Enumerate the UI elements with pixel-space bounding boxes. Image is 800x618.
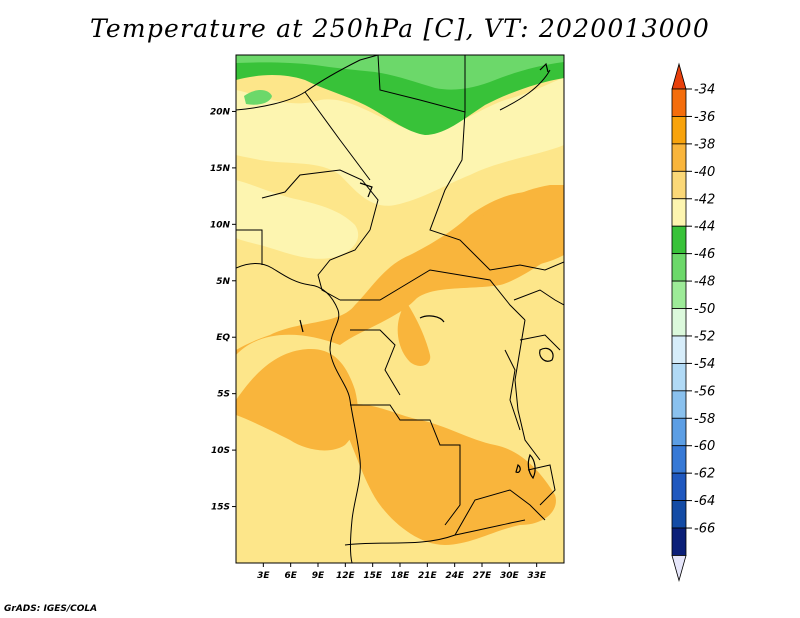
colorbar-level-label: -64 [694, 494, 715, 509]
colorbar-level-label: -36 [694, 110, 715, 125]
colorbar-swatch [671, 417, 687, 447]
shading-cool-spot [315, 225, 349, 250]
country-borders [236, 55, 564, 563]
latitude-axis: 20N 15N 10N 5N EQ 5S 10S 15S [210, 107, 236, 513]
map-title: Temperature at 250hPa [C], VT: 202001300… [90, 14, 710, 43]
grads-credit: GrADS: IGES/COLA [4, 604, 98, 614]
shading-warm-southwest [236, 349, 358, 451]
lon-tick-label: 6E [284, 571, 297, 581]
colorbar-swatch [671, 253, 687, 282]
lon-tick-label: 3E [257, 571, 270, 581]
colorbar-level-label: -44 [694, 220, 715, 235]
shading-cold-lightgreen-2 [244, 90, 272, 105]
lon-tick-label: 24E [445, 571, 465, 581]
colorbar-level-label: -66 [694, 522, 715, 537]
colorbar-level-label: -42 [694, 192, 715, 207]
colorbar-level-label: -54 [694, 357, 715, 372]
colorbar-level-label: -46 [694, 247, 715, 262]
colorbar-level-label: -60 [694, 439, 715, 454]
lon-tick-label: 12E [336, 571, 356, 581]
lon-tick-label: 9E [312, 571, 325, 581]
colorbar-level-label: -34 [694, 83, 715, 98]
lon-tick-label: 15E [363, 571, 383, 581]
shading-warm-northeast [469, 185, 564, 267]
colorbar-swatch [671, 335, 687, 364]
colorbar-level-label: -48 [694, 275, 715, 290]
colorbar-swatch [671, 362, 687, 392]
colorbar-swatch [671, 280, 687, 309]
lat-tick-label: 10S [211, 446, 230, 456]
colorbar-swatch [671, 390, 687, 419]
shading-warm-congo [397, 300, 431, 366]
colorbar-swatch [671, 170, 687, 200]
temperature-shading [236, 55, 564, 563]
colorbar-level-label: -40 [694, 165, 715, 180]
colorbar-level-label: -56 [694, 384, 715, 399]
colorbar-level-label: -62 [694, 467, 715, 482]
lat-tick-label: 5N [216, 277, 230, 287]
colorbar-swatch [671, 472, 687, 502]
colorbar-swatch [671, 225, 687, 255]
lon-tick-label: 30E [500, 571, 520, 581]
colorbar-top-arrow [671, 62, 687, 90]
colorbar-level-label: -38 [694, 137, 715, 152]
colorbar-bottom-arrow [671, 555, 687, 582]
colorbar-swatch [671, 527, 687, 556]
lat-tick-label: 10N [210, 220, 231, 230]
lake-outlines [299, 62, 554, 480]
colorbar-swatch [671, 143, 687, 172]
lon-tick-label: 21E [418, 571, 438, 581]
lon-tick-label: 18E [391, 571, 411, 581]
lat-tick-label: 15N [210, 164, 231, 174]
colorbar-swatch [671, 116, 687, 145]
shading-cold-lightgreen [236, 55, 564, 90]
lat-tick-label: 15S [211, 503, 230, 513]
lat-tick-label: EQ [216, 333, 230, 343]
lon-tick-label: 33E [527, 571, 547, 581]
longitude-axis: 3E 6E 9E 12E 15E 18E 21E 24E 27E 30E 33E [257, 563, 547, 581]
colorbar-swatch [671, 88, 687, 117]
colorbar-swatch [671, 198, 687, 227]
colorbar-swatch [671, 500, 687, 529]
colorbar-level-label: -50 [694, 302, 715, 317]
colorbar: -34 -36 -38 -40 -42 -44 -46 -48 -50 -52 -54 -56 -58 -… [671, 62, 715, 582]
colorbar-swatch [671, 445, 687, 474]
colorbar-level-label: -52 [694, 329, 715, 344]
colorbar-level-label: -58 [694, 412, 715, 427]
shading-warm-south [345, 403, 556, 545]
lat-tick-label: 20N [210, 107, 231, 117]
lon-tick-label: 27E [473, 571, 493, 581]
lat-tick-label: 5S [217, 390, 230, 400]
colorbar-swatch [671, 308, 687, 337]
